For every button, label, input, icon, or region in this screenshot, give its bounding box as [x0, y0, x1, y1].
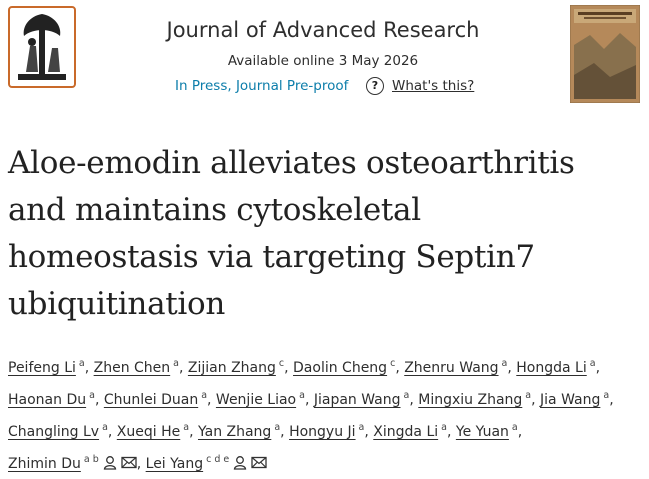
- affiliation[interactable]: a: [589, 358, 596, 369]
- title-line: Aloe-emodin alleviates osteoarthritis: [8, 145, 575, 181]
- title-line: homeostasis via targeting Septin7: [8, 239, 535, 275]
- separator: ,: [136, 456, 142, 473]
- author-name[interactable]: Wenjie Liao: [215, 391, 297, 408]
- article-status[interactable]: In Press, Journal Pre-proof: [175, 78, 349, 94]
- affiliation[interactable]: a: [525, 390, 532, 402]
- title-line: and maintains cytoskeletal: [8, 192, 421, 228]
- separator: ,: [609, 391, 614, 408]
- separator: ,: [284, 359, 289, 376]
- page-body: Journal of Advanced Research Available o…: [8, 5, 648, 473]
- separator: ,: [94, 391, 100, 408]
- separator: ,: [107, 423, 113, 440]
- affiliation[interactable]: a: [511, 422, 518, 434]
- separator: ,: [189, 423, 194, 440]
- journal-title[interactable]: Journal of Advanced Research: [166, 18, 480, 42]
- separator: ,: [595, 359, 601, 376]
- separator: ,: [84, 359, 90, 376]
- available-date: Available online 3 May 2026: [227, 53, 419, 69]
- affiliation[interactable]: a: [102, 422, 108, 434]
- separator: ,: [304, 391, 310, 408]
- author[interactable]: Jia Wang a,: [540, 390, 614, 408]
- author-name[interactable]: Daolin Cheng: [293, 359, 388, 376]
- affiliation[interactable]: c: [390, 358, 396, 369]
- author[interactable]: Ye Yuan a,: [455, 422, 523, 440]
- author[interactable]: Mingxiu Zhang a,: [418, 390, 536, 408]
- author[interactable]: Yan Zhang a,: [197, 422, 285, 440]
- affiliation[interactable]: a: [173, 358, 179, 369]
- author-name[interactable]: Zhimin Du: [8, 456, 81, 473]
- author[interactable]: Zhimin Du a b,: [8, 454, 142, 473]
- author-name[interactable]: Zhen Chen: [93, 359, 171, 376]
- affiliation[interactable]: a: [403, 390, 410, 402]
- affiliation[interactable]: a: [603, 390, 610, 402]
- author-name[interactable]: Xueqi He: [116, 423, 181, 440]
- author[interactable]: Zhen Chen a,: [93, 358, 184, 376]
- title-line: ubiquitination: [8, 286, 226, 322]
- affiliation[interactable]: a: [358, 422, 365, 434]
- author-name[interactable]: Lei Yang: [145, 456, 204, 473]
- author-name[interactable]: Mingxiu Zhang: [418, 391, 523, 408]
- affiliation[interactable]: a: [78, 358, 85, 369]
- author-name[interactable]: Hongyu Ji: [289, 423, 356, 440]
- affiliation[interactable]: a: [501, 358, 508, 369]
- journal-cover: [570, 5, 640, 103]
- author[interactable]: Changling Lv a,: [8, 422, 113, 440]
- separator: ,: [507, 359, 512, 376]
- separator: ,: [280, 423, 285, 440]
- author-name[interactable]: Yan Zhang: [197, 423, 272, 440]
- author-name[interactable]: Jiapan Wang: [313, 391, 401, 408]
- affiliation[interactable]: a b: [83, 454, 99, 466]
- affiliation[interactable]: a: [441, 422, 447, 434]
- author-list: Peifeng Li a, Zhen Chen a, Zijian Zhang c, …: [8, 350, 643, 479]
- separator: ,: [531, 391, 536, 408]
- author-name[interactable]: Xingda Li: [373, 423, 439, 440]
- author[interactable]: Hongda Li a,: [516, 358, 601, 376]
- author-name[interactable]: Peifeng Li: [8, 359, 76, 376]
- affiliation[interactable]: a: [201, 390, 208, 402]
- affiliation[interactable]: c d e: [206, 454, 230, 466]
- author-name[interactable]: Changling Lv: [8, 423, 100, 440]
- author-name[interactable]: Zhenru Wang: [404, 359, 499, 376]
- separator: ,: [179, 359, 184, 376]
- author[interactable]: Zijian Zhang c,: [187, 358, 289, 376]
- contact-icons[interactable]: [233, 455, 267, 470]
- author-name[interactable]: Chunlei Duan: [103, 391, 199, 408]
- separator: ,: [517, 423, 523, 440]
- author-name[interactable]: Ye Yuan: [455, 423, 509, 440]
- affiliation[interactable]: c: [278, 358, 285, 369]
- author[interactable]: Hongyu Ji a,: [289, 422, 369, 440]
- author-name[interactable]: Jia Wang: [540, 391, 601, 408]
- author[interactable]: Jiapan Wang a,: [313, 390, 414, 408]
- author[interactable]: Zhenru Wang a,: [404, 358, 512, 376]
- author[interactable]: Lei Yang c d e: [145, 454, 268, 473]
- affiliation[interactable]: a: [299, 390, 305, 402]
- affiliation[interactable]: a: [89, 390, 95, 402]
- publisher-logo: [8, 6, 76, 88]
- help-icon[interactable]: ?: [366, 77, 384, 95]
- page: Article page {"header": {"journal": "Jou…: [8, 5, 648, 473]
- affiliation[interactable]: a: [183, 422, 190, 434]
- separator: ,: [446, 423, 452, 440]
- author[interactable]: Peifeng Li a,: [8, 358, 90, 376]
- author[interactable]: Chunlei Duan a,: [103, 390, 212, 408]
- whats-this-link[interactable]: What's this?: [392, 78, 475, 94]
- separator: ,: [207, 391, 212, 408]
- author-name[interactable]: Hongda Li: [516, 359, 587, 376]
- contact-icons[interactable]: [103, 455, 137, 470]
- affiliation[interactable]: a: [274, 422, 281, 434]
- article-title: Aloe-emodin alleviates osteoarthritis and…: [8, 140, 648, 328]
- author[interactable]: Haonan Du a,: [8, 390, 100, 408]
- author[interactable]: Xueqi He a,: [116, 422, 194, 440]
- author-name[interactable]: Zijian Zhang: [187, 359, 276, 376]
- author-name[interactable]: Haonan Du: [8, 391, 87, 408]
- author[interactable]: Wenjie Liao a,: [215, 390, 310, 408]
- separator: ,: [395, 359, 400, 376]
- separator: ,: [409, 391, 414, 408]
- author[interactable]: Daolin Cheng c,: [293, 358, 400, 376]
- author[interactable]: Xingda Li a,: [373, 422, 452, 440]
- separator: ,: [364, 423, 369, 440]
